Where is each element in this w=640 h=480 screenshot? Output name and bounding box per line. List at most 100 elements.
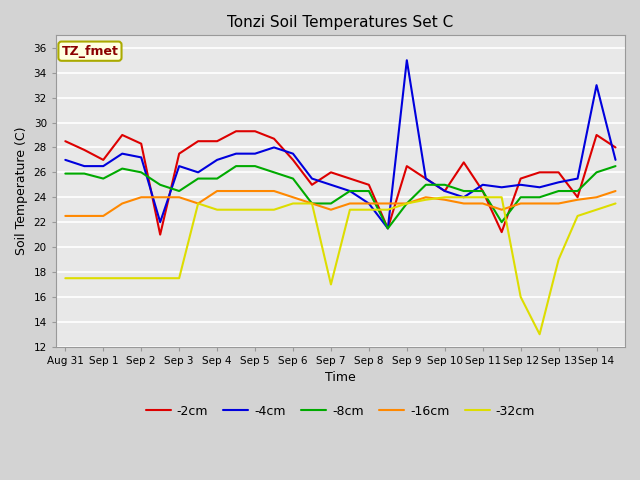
-8cm [232,163,240,169]
-2cm [403,163,411,169]
-16cm [81,213,88,219]
-8cm [422,182,429,188]
-8cm [573,188,581,194]
-8cm [99,176,107,181]
-16cm [403,201,411,206]
-4cm [289,151,297,156]
-32cm [555,257,563,263]
-2cm [61,138,69,144]
-4cm [232,151,240,156]
-4cm [346,188,354,194]
-2cm [156,232,164,238]
-16cm [327,207,335,213]
-32cm [81,276,88,281]
-2cm [422,176,429,181]
-2cm [536,169,543,175]
Legend: -2cm, -4cm, -8cm, -16cm, -32cm: -2cm, -4cm, -8cm, -16cm, -32cm [141,400,540,423]
-32cm [327,282,335,288]
-16cm [460,201,468,206]
-4cm [175,163,183,169]
-2cm [365,182,372,188]
-32cm [232,207,240,213]
-32cm [346,207,354,213]
-4cm [612,157,620,163]
-32cm [195,201,202,206]
-8cm [346,188,354,194]
-16cm [138,194,145,200]
-4cm [138,155,145,160]
-4cm [81,163,88,169]
-8cm [195,176,202,181]
-2cm [593,132,600,138]
-4cm [61,157,69,163]
-16cm [252,188,259,194]
-32cm [308,201,316,206]
Line: -8cm: -8cm [65,166,616,228]
-2cm [175,151,183,156]
-32cm [289,201,297,206]
-16cm [384,201,392,206]
-4cm [422,176,429,181]
-2cm [138,141,145,146]
-16cm [573,197,581,203]
-8cm [81,171,88,177]
-16cm [422,194,429,200]
-8cm [441,182,449,188]
-16cm [612,188,620,194]
-32cm [479,194,486,200]
-8cm [403,201,411,206]
-32cm [270,207,278,213]
-2cm [289,157,297,163]
-32cm [175,276,183,281]
-8cm [213,176,221,181]
-8cm [498,219,506,225]
-8cm [612,163,620,169]
-8cm [593,169,600,175]
-2cm [573,194,581,200]
-2cm [195,138,202,144]
Line: -2cm: -2cm [65,131,616,235]
-32cm [213,207,221,213]
Title: Tonzi Soil Temperatures Set C: Tonzi Soil Temperatures Set C [227,15,454,30]
-32cm [593,207,600,213]
-2cm [517,176,525,181]
-8cm [175,188,183,194]
-8cm [252,163,259,169]
-16cm [195,201,202,206]
-4cm [270,144,278,150]
-16cm [156,194,164,200]
-16cm [213,188,221,194]
-8cm [156,182,164,188]
-8cm [479,188,486,194]
-4cm [327,182,335,188]
-32cm [252,207,259,213]
-32cm [517,294,525,300]
-4cm [573,176,581,181]
Y-axis label: Soil Temperature (C): Soil Temperature (C) [15,127,28,255]
-2cm [346,176,354,181]
-8cm [308,201,316,206]
-16cm [346,201,354,206]
-4cm [118,151,126,156]
-32cm [441,194,449,200]
-16cm [175,194,183,200]
-16cm [289,194,297,200]
X-axis label: Time: Time [325,372,356,384]
-16cm [441,197,449,203]
-8cm [118,166,126,171]
Line: -32cm: -32cm [65,197,616,334]
-32cm [138,276,145,281]
-16cm [118,201,126,206]
-8cm [536,194,543,200]
-8cm [365,188,372,194]
-16cm [536,201,543,206]
-32cm [365,207,372,213]
-2cm [270,136,278,142]
-32cm [403,201,411,206]
-2cm [99,157,107,163]
-16cm [365,201,372,206]
-2cm [479,188,486,194]
-32cm [612,201,620,206]
-32cm [422,197,429,203]
-8cm [327,201,335,206]
